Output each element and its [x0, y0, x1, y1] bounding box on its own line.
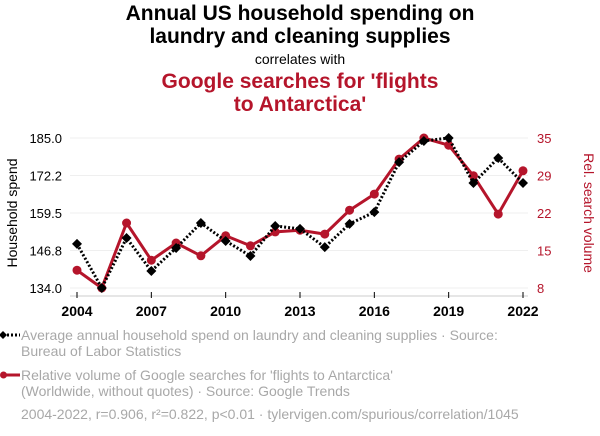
data-point-search-volume — [518, 166, 528, 176]
data-point-household-spend — [468, 178, 479, 188]
legend-swatch-dotted-diamond-icon — [0, 331, 20, 339]
y-tick-label-right: 15 — [537, 244, 551, 259]
data-point-search-volume — [196, 251, 206, 261]
y-tick-label-left: 146.8 — [29, 244, 62, 259]
y-tick-label-left: 172.2 — [29, 169, 62, 184]
y-tick-label-left: 134.0 — [29, 281, 62, 296]
x-tick-label: 2016 — [359, 303, 390, 319]
data-point-household-spend — [295, 223, 305, 234]
x-tick-label: 2019 — [433, 303, 464, 319]
data-point-household-spend — [344, 218, 355, 229]
chart-title-line-1: Annual US household spending on — [125, 2, 475, 25]
x-tick-label: 2010 — [210, 303, 241, 319]
legend-item-household-spend: Average annual household spend on laundr… — [0, 327, 541, 359]
y-tick-label-left: 185.0 — [29, 131, 62, 146]
data-point-household-spend — [121, 233, 132, 243]
data-point-search-volume — [468, 171, 478, 181]
data-point-household-spend — [195, 218, 206, 228]
y-tick-label-right: 35 — [537, 131, 551, 146]
data-point-search-volume — [369, 189, 379, 199]
footer-stats: 2004-2022, r=0.906, r²=0.822, p<0.01 · t… — [21, 406, 519, 422]
data-point-household-spend — [319, 242, 330, 253]
data-point-search-volume — [270, 227, 280, 237]
data-point-household-spend — [245, 250, 256, 261]
data-point-household-spend — [418, 135, 429, 146]
chart-title-secondary-line-1: Google searches for 'flights — [161, 70, 439, 93]
y-axis-title-left: Household spend — [4, 159, 20, 268]
x-tick-label: 2007 — [136, 303, 167, 319]
data-point-household-spend — [171, 243, 182, 253]
y-tick-label-right: 22 — [537, 206, 551, 221]
legend-text-line-2: (Worldwide, without quotes) · Source: Go… — [21, 383, 350, 399]
x-tick-label: 2004 — [61, 303, 92, 319]
data-point-search-volume — [320, 229, 330, 239]
legend: Average annual household spend on laundr… — [0, 327, 600, 407]
x-tick-label: 2013 — [284, 303, 315, 319]
data-point-household-spend — [270, 220, 281, 231]
y-tick-label-right: 8 — [537, 281, 544, 296]
data-point-household-spend — [518, 178, 528, 188]
data-point-household-spend — [220, 235, 231, 246]
data-point-search-volume — [122, 218, 132, 228]
chart-title-secondary: Google searches for 'flights to Antarcti… — [0, 70, 600, 116]
data-point-search-volume — [444, 140, 454, 150]
data-point-household-spend — [72, 238, 82, 249]
data-point-household-spend — [369, 207, 380, 218]
axes: 134.0 8 146.8 15 159.5 22 172.2 29 185.0 35 2004 20… — [4, 131, 597, 319]
chart-title-line-2: laundry and cleaning supplies — [149, 25, 451, 48]
y-tick-label-right: 29 — [537, 169, 551, 184]
data-point-search-volume — [72, 265, 82, 275]
data-point-household-spend — [493, 153, 504, 163]
y-axis-title-right: Rel. search volume — [581, 153, 597, 273]
x-tick-label: 2022 — [507, 303, 538, 319]
data-point-search-volume — [493, 209, 503, 219]
chart-title: Annual US household spending on laundry … — [0, 2, 600, 48]
data-point-household-spend — [96, 283, 107, 293]
data-point-household-spend — [146, 265, 157, 276]
chart-subtitle: correlates with — [254, 51, 346, 67]
data-point-search-volume — [345, 205, 355, 215]
data-point-search-volume — [245, 241, 255, 251]
chart-title-secondary-line-2: to Antarctica' — [233, 93, 367, 116]
data-point-household-spend — [443, 133, 454, 143]
data-point-search-volume — [221, 231, 231, 241]
series-layer — [72, 133, 528, 293]
legend-text-line-1: Average annual household spend on laundr… — [21, 327, 498, 343]
legend-swatch-solid-circle-icon — [0, 371, 20, 379]
legend-item-search-volume: Relative volume of Google searches for '… — [0, 367, 541, 399]
data-point-search-volume — [146, 255, 156, 265]
legend-text-line-1: Relative volume of Google searches for '… — [21, 367, 393, 383]
data-point-household-spend — [394, 157, 405, 168]
legend-text-line-2: Bureau of Labor Statistics — [21, 343, 182, 359]
y-tick-label-left: 159.5 — [29, 206, 62, 221]
